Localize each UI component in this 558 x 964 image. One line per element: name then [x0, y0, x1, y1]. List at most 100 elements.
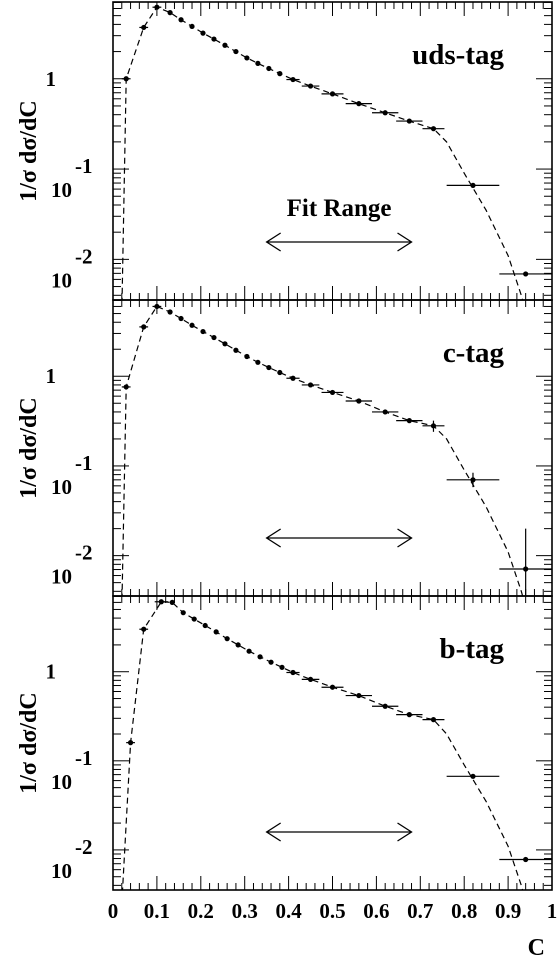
- y-tick-label-exponent: -1: [75, 154, 93, 178]
- data-point: [422, 126, 445, 132]
- data-marker: [277, 71, 283, 77]
- data-marker: [406, 418, 412, 424]
- data-marker: [200, 30, 206, 36]
- y-tick-label: 1: [46, 364, 57, 388]
- y-tick-label: 10: [51, 859, 72, 883]
- data-point: [222, 42, 228, 48]
- data-point: [277, 71, 283, 77]
- arrow-head-left: [265, 528, 282, 548]
- data-point: [286, 375, 300, 381]
- data-point: [266, 65, 272, 72]
- y-axis-label: 1/σ dσ/dC: [16, 692, 42, 793]
- data-point: [139, 626, 149, 632]
- data-point: [301, 83, 320, 89]
- y-tick-label-exponent: -2: [75, 835, 93, 859]
- arrow-head-left: [265, 822, 282, 842]
- theory-curve: [121, 6, 524, 300]
- data-marker: [307, 83, 314, 89]
- data-marker: [290, 669, 296, 676]
- data-marker: [406, 118, 412, 124]
- x-tick-label: 0.5: [319, 899, 345, 923]
- theory-curve: [121, 305, 524, 596]
- data-point: [422, 420, 445, 432]
- data-marker: [200, 328, 206, 335]
- data-marker: [222, 341, 228, 347]
- y-tick-label: 10: [51, 178, 72, 202]
- data-marker: [141, 24, 147, 31]
- data-point: [345, 398, 373, 404]
- data-marker: [158, 599, 164, 605]
- arrow-head-left: [265, 232, 282, 252]
- data-point: [422, 717, 445, 723]
- data-point: [372, 110, 399, 116]
- data-marker: [211, 334, 217, 341]
- data-point: [446, 182, 500, 188]
- tag-label: b-tag: [440, 633, 505, 665]
- data-marker: [329, 684, 336, 690]
- data-marker: [123, 384, 129, 390]
- data-marker: [523, 271, 529, 277]
- fit-range-arrow: [265, 528, 413, 548]
- data-marker: [268, 659, 274, 665]
- data-point: [180, 610, 186, 616]
- y-tick-label-exponent: -2: [75, 541, 93, 565]
- data-point: [279, 664, 285, 670]
- data-point: [286, 76, 300, 83]
- data-point: [200, 30, 206, 36]
- data-point: [233, 48, 239, 55]
- data-point: [121, 384, 131, 390]
- data-marker: [191, 616, 197, 622]
- x-tick-label: 0.4: [275, 899, 302, 923]
- data-point: [372, 703, 399, 709]
- data-marker: [307, 676, 314, 683]
- data-point: [202, 622, 208, 629]
- x-axis-label: C: [528, 935, 545, 961]
- data-marker: [382, 703, 388, 709]
- data-marker: [307, 382, 314, 388]
- data-point: [167, 309, 173, 315]
- arrow-head-right: [397, 822, 413, 842]
- data-marker: [123, 76, 129, 82]
- data-marker: [141, 324, 147, 330]
- data-marker: [141, 626, 147, 632]
- data-marker: [224, 636, 230, 642]
- data-marker: [470, 477, 476, 483]
- data-point: [396, 712, 423, 718]
- data-marker: [213, 629, 219, 635]
- data-marker: [211, 36, 217, 42]
- data-marker: [523, 856, 529, 863]
- y-tick-label: 10: [51, 565, 72, 589]
- data-point: [244, 353, 250, 360]
- fit-range-arrow: [265, 232, 413, 252]
- data-marker: [244, 353, 250, 360]
- data-marker: [154, 4, 160, 10]
- data-point: [211, 36, 217, 42]
- data-point: [257, 654, 263, 660]
- data-marker: [382, 409, 388, 415]
- x-tick-label: 0.6: [363, 899, 389, 923]
- data-marker: [257, 654, 263, 660]
- data-point: [321, 684, 344, 690]
- data-point: [321, 389, 344, 396]
- data-point: [321, 91, 344, 97]
- data-point: [396, 118, 423, 124]
- data-point: [189, 23, 195, 30]
- y-tick-label: 1: [46, 660, 57, 684]
- data-point: [266, 364, 272, 371]
- x-tick-label: 0.3: [232, 899, 258, 923]
- data-marker: [277, 369, 283, 376]
- data-point: [255, 60, 261, 66]
- y-tick-label-exponent: -1: [75, 451, 93, 475]
- y-tick-label-exponent: -2: [75, 244, 93, 268]
- data-point: [200, 328, 206, 335]
- data-marker: [523, 566, 529, 572]
- data-point: [222, 341, 228, 347]
- data-point: [167, 10, 173, 16]
- data-marker: [290, 76, 296, 83]
- y-tick-label: 10: [51, 268, 72, 292]
- data-point: [139, 24, 149, 31]
- data-marker: [167, 10, 173, 16]
- data-marker: [189, 322, 195, 328]
- data-point: [224, 636, 230, 642]
